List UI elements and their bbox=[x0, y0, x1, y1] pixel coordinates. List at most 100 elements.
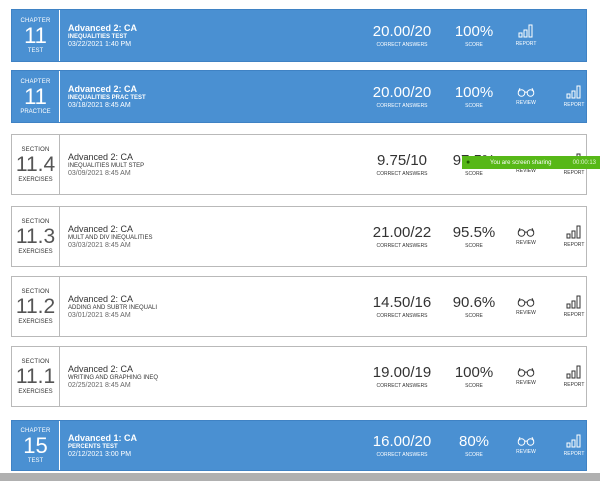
correct-answers-value: 19.00/19 bbox=[372, 364, 432, 381]
result-card-chapter-11-test[interactable]: CHAPTER 11 TEST Advanced 2: CA INEQUALIT… bbox=[11, 9, 587, 62]
correct-answers-value: 16.00/20 bbox=[372, 433, 432, 450]
review-button[interactable]: REVIEW bbox=[502, 71, 550, 122]
correct-answers-stat: 9.75/10 CORRECT ANSWERS bbox=[358, 135, 446, 194]
correct-answers-stat: 20.00/20 CORRECT ANSWERS bbox=[358, 71, 446, 122]
correct-answers-stat: 21.00/22 CORRECT ANSWERS bbox=[358, 207, 446, 266]
badge-type: CHAPTER bbox=[20, 78, 51, 85]
assignment-topic: MULT AND DIV INEQUALITIES bbox=[68, 235, 153, 241]
assignment-date: 02/12/2021 3:00 PM bbox=[68, 451, 132, 458]
score-label: SCORE bbox=[465, 103, 483, 109]
review-button[interactable]: REVIEW bbox=[502, 277, 550, 336]
badge-number: 11.2 bbox=[15, 294, 56, 318]
badge-type: SECTION bbox=[21, 288, 50, 295]
review-button[interactable]: REVIEW bbox=[502, 421, 550, 470]
assignment-info: Advanced 2: CA WRITING AND GRAPHING INEQ… bbox=[60, 347, 358, 406]
score-label: SCORE bbox=[465, 383, 483, 389]
review-button[interactable]: REVIEW bbox=[502, 347, 550, 406]
correct-answers-stat: 19.00/19 CORRECT ANSWERS bbox=[358, 347, 446, 406]
bar-chart-icon bbox=[566, 434, 581, 448]
course-name: Advanced 2: CA bbox=[68, 84, 138, 94]
badge-number: 11.1 bbox=[15, 364, 56, 388]
empty-action-slot bbox=[550, 10, 598, 61]
assignment-info: Advanced 2: CA ADDING AND SUBTR INEQUALI… bbox=[60, 277, 358, 336]
badge-kind: EXERCISES bbox=[18, 388, 53, 395]
result-card-section-11-3[interactable]: SECTION 11.3 EXERCISES Advanced 2: CA MU… bbox=[11, 206, 587, 267]
badge-type: CHAPTER bbox=[20, 427, 51, 434]
bar-chart-icon bbox=[518, 24, 533, 38]
glasses-icon bbox=[517, 227, 535, 237]
assignment-topic: INEQUALITIES MULT STEP bbox=[68, 163, 145, 169]
review-label: REVIEW bbox=[516, 380, 536, 386]
glasses-icon bbox=[517, 87, 535, 97]
badge-number: 11 bbox=[24, 22, 47, 48]
assignment-topic: PERCENTS TEST bbox=[68, 444, 118, 450]
score-value: 100% bbox=[454, 23, 494, 40]
assignment-topic: INEQUALITIES TEST bbox=[68, 34, 128, 40]
score-stat: 100% SCORE bbox=[446, 347, 502, 406]
report-button[interactable]: REPORT bbox=[550, 421, 598, 470]
screen-share-timer: 00:00:13 bbox=[572, 159, 596, 166]
score-label: SCORE bbox=[465, 313, 483, 319]
chapter-badge: CHAPTER 15 TEST bbox=[12, 421, 60, 470]
assignment-date: 02/25/2021 8:45 AM bbox=[68, 382, 131, 389]
screen-share-icon: ● bbox=[466, 159, 471, 166]
course-name: Advanced 2: CA bbox=[68, 364, 134, 374]
course-name: Advanced 2: CA bbox=[68, 152, 134, 162]
course-name: Advanced 2: CA bbox=[68, 224, 134, 234]
report-label: REPORT bbox=[563, 170, 585, 176]
report-button[interactable]: REPORT bbox=[550, 277, 598, 336]
correct-answers-label: CORRECT ANSWERS bbox=[376, 243, 428, 249]
correct-answers-label: CORRECT ANSWERS bbox=[376, 383, 428, 389]
badge-number: 11.4 bbox=[15, 152, 56, 176]
correct-answers-value: 20.00/20 bbox=[372, 84, 432, 101]
score-label: SCORE bbox=[465, 171, 483, 177]
result-card-section-11-2[interactable]: SECTION 11.2 EXERCISES Advanced 2: CA AD… bbox=[11, 276, 587, 337]
report-button[interactable]: REPORT bbox=[550, 207, 598, 266]
assignment-date: 03/09/2021 8:45 AM bbox=[68, 170, 131, 177]
correct-answers-value: 9.75/10 bbox=[376, 152, 428, 169]
badge-kind: EXERCISES bbox=[18, 318, 53, 325]
score-value: 90.6% bbox=[452, 294, 496, 311]
glasses-icon bbox=[517, 436, 535, 446]
score-label: SCORE bbox=[465, 452, 483, 458]
report-label: REPORT bbox=[563, 382, 585, 388]
score-stat: 80% SCORE bbox=[446, 421, 502, 470]
badge-number: 11.3 bbox=[15, 224, 56, 248]
report-label: REPORT bbox=[563, 242, 585, 248]
review-button[interactable]: REVIEW bbox=[502, 207, 550, 266]
correct-answers-stat: 14.50/16 CORRECT ANSWERS bbox=[358, 277, 446, 336]
report-button[interactable]: REPORT bbox=[550, 71, 598, 122]
badge-type: SECTION bbox=[21, 218, 50, 225]
bar-chart-icon bbox=[566, 85, 581, 99]
result-card-chapter-15-test[interactable]: CHAPTER 15 TEST Advanced 1: CA PERCENTS … bbox=[11, 420, 587, 471]
glasses-icon bbox=[517, 367, 535, 377]
badge-kind: EXERCISES bbox=[18, 176, 53, 183]
review-label: REVIEW bbox=[516, 310, 536, 316]
section-badge: SECTION 11.3 EXERCISES bbox=[12, 207, 60, 266]
correct-answers-label: CORRECT ANSWERS bbox=[376, 103, 428, 109]
assignment-date: 03/03/2021 8:45 AM bbox=[68, 242, 131, 249]
score-label: SCORE bbox=[465, 42, 483, 48]
horizontal-scrollbar[interactable] bbox=[0, 473, 600, 481]
score-value: 80% bbox=[458, 433, 490, 450]
correct-answers-label: CORRECT ANSWERS bbox=[376, 42, 428, 48]
badge-type: SECTION bbox=[21, 358, 50, 365]
section-badge: SECTION 11.4 EXERCISES bbox=[12, 135, 60, 194]
report-button[interactable]: REPORT bbox=[550, 347, 598, 406]
course-name: Advanced 1: CA bbox=[68, 433, 138, 443]
result-card-chapter-11-practice[interactable]: CHAPTER 11 PRACTICE Advanced 2: CA INEQU… bbox=[11, 70, 587, 123]
score-stat: 100% SCORE bbox=[446, 10, 502, 61]
course-name: Advanced 2: CA bbox=[68, 23, 138, 33]
badge-kind: TEST bbox=[27, 47, 44, 54]
review-label: REVIEW bbox=[516, 100, 536, 106]
chapter-badge: CHAPTER 11 TEST bbox=[12, 10, 60, 61]
assignment-date: 03/01/2021 8:45 AM bbox=[68, 312, 131, 319]
result-card-section-11-1[interactable]: SECTION 11.1 EXERCISES Advanced 2: CA WR… bbox=[11, 346, 587, 407]
report-button[interactable]: REPORT bbox=[502, 10, 550, 61]
score-value: 95.5% bbox=[452, 224, 496, 241]
screen-sharing-banner[interactable]: ● You are screen sharing 00:00:13 bbox=[462, 156, 600, 169]
course-name: Advanced 2: CA bbox=[68, 294, 134, 304]
assignment-info: Advanced 2: CA INEQUALITIES MULT STEP 03… bbox=[60, 135, 358, 194]
assignment-info: Advanced 1: CA PERCENTS TEST 02/12/2021 … bbox=[60, 421, 358, 470]
